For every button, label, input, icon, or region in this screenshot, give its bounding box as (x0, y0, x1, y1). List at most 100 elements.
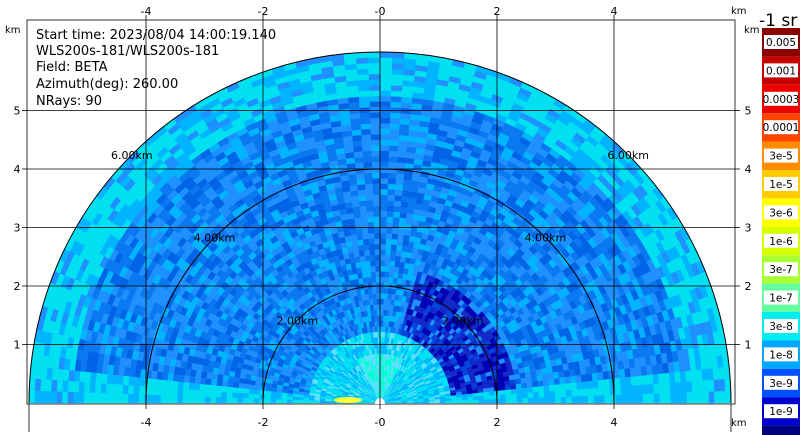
heat-cell (388, 265, 395, 273)
heat-cell (379, 282, 385, 289)
heat-cell (133, 385, 140, 395)
heat-cell (360, 123, 371, 130)
heat-cell (356, 233, 364, 241)
heat-cell (275, 395, 282, 400)
heat-cell (620, 385, 627, 395)
heat-cell (353, 156, 364, 164)
heat-cell (242, 393, 249, 399)
heat-cell (302, 400, 309, 404)
heat-cell (379, 249, 386, 256)
heat-cell (385, 232, 393, 240)
heat-cell (368, 243, 375, 251)
heat-cell (371, 161, 381, 168)
heat-cell (389, 255, 396, 262)
heat-cell (308, 397, 315, 401)
heat-cell (395, 178, 404, 186)
heat-cell (379, 144, 390, 152)
heat-cell (494, 394, 501, 400)
heat-cell (387, 293, 392, 300)
heat-cell (558, 376, 566, 385)
heat-cell (379, 315, 384, 322)
heat-cell (238, 377, 246, 385)
heat-cell (581, 380, 589, 390)
heat-cell (281, 395, 288, 400)
heat-cell (384, 249, 391, 256)
heat-cell (680, 381, 688, 393)
heat-cell (554, 390, 562, 398)
heat-cell (371, 166, 381, 174)
heat-cell (390, 101, 402, 108)
heat-cell (385, 309, 390, 316)
heat-cell (165, 395, 172, 404)
heat-cell (149, 394, 156, 404)
heat-cell (362, 150, 372, 158)
heat-cell (593, 387, 600, 396)
heat-cell (390, 249, 397, 256)
heat-cell (368, 238, 375, 245)
heat-cell (394, 255, 401, 263)
heat-cell (392, 211, 401, 218)
heat-cell (177, 381, 184, 390)
heat-cell (248, 393, 255, 399)
heat-cell (399, 256, 406, 263)
heat-cell (127, 393, 134, 404)
heat-cell (313, 398, 321, 402)
heat-cell (582, 388, 589, 397)
heat-cell (398, 217, 407, 225)
heat-cell (653, 392, 660, 404)
heat-cell (369, 101, 381, 108)
heat-cell (369, 117, 381, 124)
heat-cell (138, 394, 145, 404)
heat-cell (371, 282, 377, 289)
heat-cell (351, 134, 362, 142)
heat-cell (94, 392, 101, 404)
heat-cell (116, 384, 124, 395)
heat-cell (381, 336, 385, 344)
heat-cell (587, 387, 595, 396)
heat-cell (379, 183, 388, 190)
heat-cell (389, 260, 396, 267)
heat-cell (669, 382, 677, 394)
heat-cell (383, 287, 389, 294)
heat-cell (231, 392, 239, 399)
heat-cell (548, 384, 556, 392)
heat-cell (379, 232, 387, 239)
heat-cell (625, 376, 632, 387)
heat-cell (209, 396, 216, 404)
heat-cell (537, 379, 544, 387)
heat-cell (390, 244, 397, 251)
heat-cell (370, 271, 376, 278)
heat-cell (373, 216, 381, 223)
heat-cell (105, 383, 113, 394)
heat-cell (154, 394, 162, 404)
heat-cell (516, 392, 523, 399)
heat-cell (215, 391, 222, 398)
heat-cell (199, 377, 207, 385)
heat-cell (505, 398, 512, 404)
heat-cell (372, 188, 381, 195)
heat-cell (144, 386, 151, 396)
heat-cell (390, 238, 398, 246)
heat-cell (361, 227, 369, 235)
heat-cell (358, 250, 365, 257)
heat-cell (286, 396, 293, 401)
heat-cell (379, 287, 385, 294)
heat-cell (526, 381, 533, 388)
heat-cell (386, 304, 391, 311)
heat-cell (379, 325, 383, 332)
heat-cell (604, 386, 611, 396)
heat-cell (215, 397, 222, 404)
heat-cell (367, 221, 375, 229)
heat-cell (370, 128, 381, 135)
heat-cell (382, 326, 386, 333)
heat-cell (397, 228, 405, 235)
heat-cell (365, 199, 374, 207)
heat-cell (376, 320, 381, 327)
heat-cell (609, 394, 617, 404)
heat-cell (264, 398, 271, 404)
heat-cell (393, 266, 400, 273)
heat-cell (388, 271, 395, 278)
heat-cell (370, 150, 381, 157)
heat-cell (398, 261, 406, 269)
heat-cell (359, 205, 367, 213)
